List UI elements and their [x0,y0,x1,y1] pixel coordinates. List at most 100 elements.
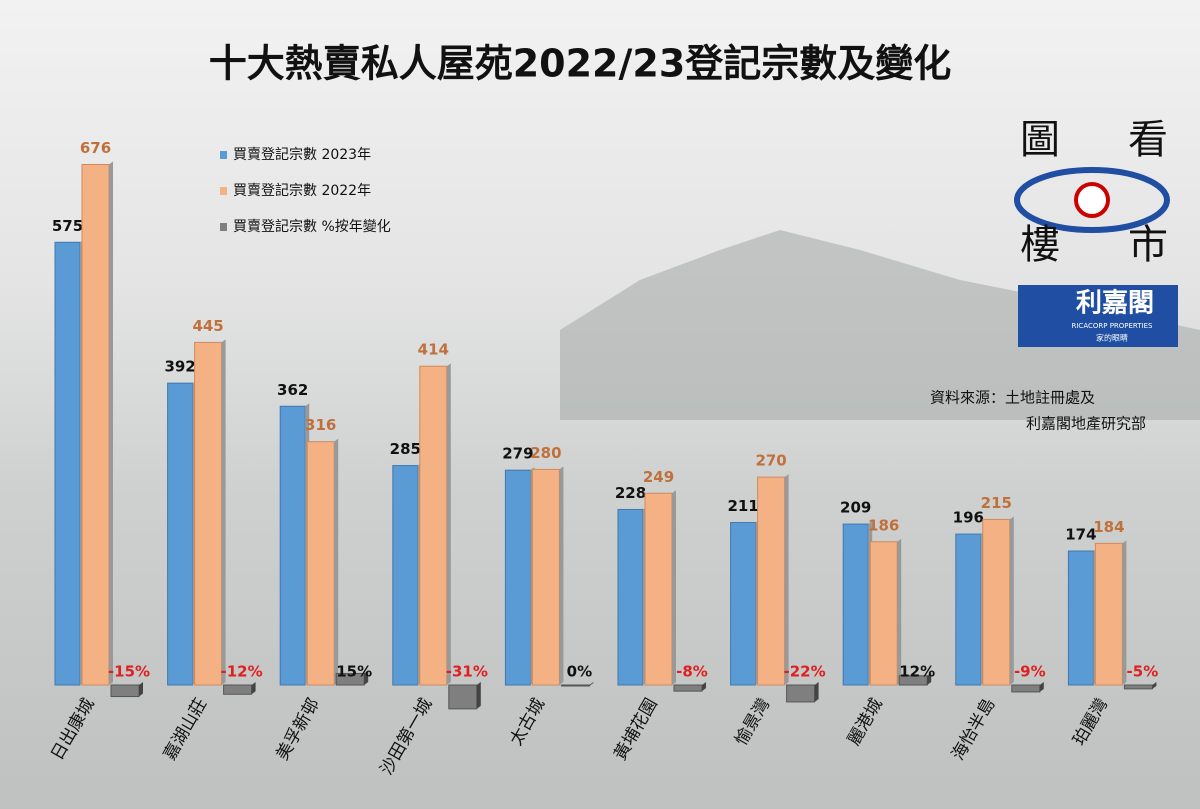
logo-slogan: 家的眼睛 [1096,333,1128,343]
data-label: -9% [1014,663,1046,681]
bar-side [139,682,143,697]
bar-side [1009,516,1014,685]
logo-char: 看 [1128,117,1168,163]
data-label: 362 [277,381,308,399]
data-label: -8% [676,663,708,681]
data-label: 280 [530,444,561,462]
data-label: 575 [52,217,83,235]
data-label: 279 [502,445,533,463]
bar [531,468,560,686]
data-label: 445 [192,317,223,335]
bar [110,684,140,698]
logo-brand: 利嘉閣 [1076,289,1154,319]
data-label: 12% [899,663,935,681]
bar [955,533,982,686]
bar [504,469,531,686]
legend-swatch [220,187,227,195]
bar [842,523,869,686]
chart-title: 十大熱賣私人屋苑2022/23登記宗數及變化 [209,42,952,86]
bar-side [784,474,789,685]
bar [448,684,478,710]
logo-pupil [1074,182,1110,218]
bar-side [1152,682,1157,689]
bar [306,441,335,686]
data-label: -15% [108,663,150,681]
data-label: 211 [727,497,758,515]
bar [644,492,673,686]
bar [673,684,703,692]
data-label: -31% [446,663,488,681]
mountain [560,230,1200,420]
source-note: 資料來源：土地註冊處及 [930,389,1095,407]
data-label: 209 [840,499,871,517]
bar-side [927,672,932,685]
bar [560,684,590,687]
bar-side [1039,682,1044,692]
bar [757,476,786,686]
bar-side [897,538,902,685]
bar [81,163,110,686]
legend-swatch [220,151,227,159]
data-label: 15% [336,663,372,681]
bar [1067,550,1094,686]
data-label: 174 [1065,526,1096,544]
bar [223,684,253,695]
data-label: 316 [305,416,336,434]
data-label: 249 [643,468,674,486]
logo-char: 市 [1128,222,1168,268]
bar [869,541,898,686]
bar-side [109,161,113,686]
bar [982,518,1011,686]
logo-char: 樓 [1020,222,1060,268]
logo-eye [1014,167,1170,233]
bar [419,365,448,686]
data-label: 184 [1093,518,1124,536]
bar [194,341,223,686]
logo-box [1018,285,1178,347]
data-label: -5% [1127,663,1159,681]
data-label: -12% [221,663,263,681]
bar-side [814,682,819,702]
data-label: 676 [80,139,111,157]
bar-side [672,490,676,685]
data-label: -22% [784,663,826,681]
bar [786,684,816,703]
bar-side [702,682,706,692]
data-label: 228 [615,484,646,502]
bar-side [251,682,256,695]
legend-label: 買賣登記宗數 2022年 [233,182,371,199]
bar [54,241,81,686]
bar-side [364,670,369,685]
legend-label: 買賣登記宗數 2023年 [233,146,371,163]
bar-side [476,682,481,709]
data-label: 0% [567,663,592,681]
bar-side [589,682,594,686]
legend-swatch [220,223,227,231]
bar-side [446,363,451,685]
logo: 圖 看 樓 市 利嘉閣 RICACORP PROPERTIES 家的眼睛 [1014,117,1178,347]
source-note: 利嘉閣地產研究部 [1026,415,1146,433]
bar [617,508,644,686]
bar-side [221,339,226,685]
data-label: 215 [981,494,1012,512]
bar-side [1122,540,1127,685]
bar [730,522,757,686]
data-label: 414 [418,341,449,359]
data-label: 392 [164,358,195,376]
logo-char: 圖 [1020,117,1060,163]
legend-label: 買賣登記宗數 %按年變化 [233,218,391,235]
bar [279,405,306,686]
bar [392,465,419,686]
data-label: 196 [953,509,984,527]
bar [167,382,194,686]
logo-brand-en: RICACORP PROPERTIES [1072,322,1154,330]
bar [1123,684,1153,690]
bar-side [559,466,564,685]
bar [1011,684,1041,693]
bar [1094,542,1123,686]
data-label: 186 [868,516,899,534]
data-label: 270 [755,452,786,470]
data-label: 285 [390,440,421,458]
bar-side [334,438,339,685]
